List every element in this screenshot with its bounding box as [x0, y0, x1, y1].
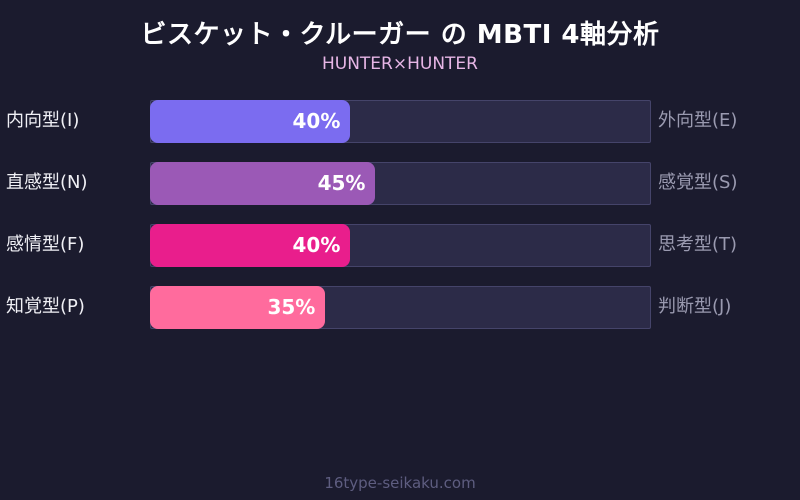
bar-track: 35%: [150, 286, 651, 329]
axis-row-ie: 内向型(I) 40% 外向型(E): [0, 100, 800, 143]
chart-title: ビスケット・クルーガー の MBTI 4軸分析: [140, 20, 660, 50]
percent-label: 40%: [292, 233, 341, 257]
bar-track: 45%: [150, 162, 651, 205]
percent-label: 35%: [267, 295, 316, 319]
right-trait-label: 感覚型(S): [658, 172, 738, 193]
percent-label: 45%: [317, 171, 366, 195]
right-trait-label: 思考型(T): [658, 234, 738, 255]
bar-fill: 40%: [150, 224, 351, 267]
bar-fill: 45%: [150, 162, 376, 205]
bar-fill: 35%: [150, 286, 326, 329]
footer-site-credit: 16type-seikaku.com: [324, 474, 476, 492]
axis-row-ft: 感情型(F) 40% 思考型(T): [0, 224, 800, 267]
left-trait-label: 直感型(N): [6, 172, 88, 193]
right-trait-label: 判断型(J): [658, 296, 732, 317]
axis-row-pj: 知覚型(P) 35% 判断型(J): [0, 286, 800, 329]
bar-track: 40%: [150, 100, 651, 143]
left-trait-label: 知覚型(P): [6, 296, 85, 317]
bar-fill: 40%: [150, 100, 351, 143]
axis-row-ns: 直感型(N) 45% 感覚型(S): [0, 162, 800, 205]
left-trait-label: 内向型(I): [6, 110, 80, 131]
bar-track: 40%: [150, 224, 651, 267]
percent-label: 40%: [292, 109, 341, 133]
left-trait-label: 感情型(F): [6, 234, 85, 255]
chart-subtitle: HUNTER×HUNTER: [321, 54, 478, 74]
right-trait-label: 外向型(E): [658, 110, 738, 131]
